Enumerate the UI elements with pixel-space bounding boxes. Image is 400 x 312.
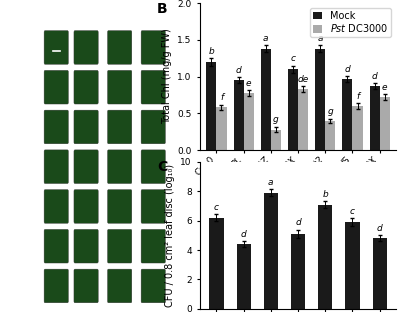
Text: a: a [318,34,323,43]
Bar [325,121,335,150]
Text: d: d [344,65,350,74]
Text: Mock: Mock [112,5,127,20]
Bar [288,69,298,150]
FancyBboxPatch shape [141,71,165,104]
Bar [345,222,360,309]
FancyBboxPatch shape [108,31,132,64]
Text: g: g [273,115,279,124]
FancyBboxPatch shape [44,110,68,144]
Bar [264,193,278,309]
FancyBboxPatch shape [141,150,165,183]
Text: a: a [268,178,274,187]
Bar [244,93,254,150]
Text: g: g [328,107,333,116]
Text: BL: BL [20,84,28,90]
Bar [298,89,308,150]
Text: b: b [322,190,328,199]
Text: e: e [382,83,388,92]
Y-axis label: Total Chl (mg/g FW): Total Chl (mg/g FW) [162,29,172,124]
Bar [216,108,226,150]
Bar [370,86,380,150]
Legend: Mock, $\it{Pst}$ DC3000: Mock, $\it{Pst}$ DC3000 [310,8,391,37]
Text: Pst DC3000 5dpi: Pst DC3000 5dpi [133,0,174,20]
Text: DET2OX: DET2OX [0,283,28,289]
Bar [315,49,325,150]
FancyBboxPatch shape [44,31,68,64]
Text: c: c [350,207,355,216]
FancyBboxPatch shape [141,269,165,303]
Text: Pst DC3000 3dpi: Pst DC3000 3dpi [66,0,106,20]
Text: c: c [214,203,219,212]
FancyBboxPatch shape [74,269,98,303]
Bar [271,129,281,150]
FancyBboxPatch shape [141,190,165,223]
Text: d: d [236,66,242,75]
Bar [318,204,332,309]
FancyBboxPatch shape [108,150,132,183]
Text: C: C [157,160,167,174]
FancyBboxPatch shape [74,31,98,64]
Bar [380,97,390,150]
Text: d: d [241,230,246,239]
Bar [352,106,362,150]
FancyBboxPatch shape [74,71,98,104]
Bar [261,49,271,150]
Text: WS: WS [17,243,28,249]
FancyBboxPatch shape [44,229,68,263]
FancyBboxPatch shape [108,229,132,263]
Text: Mock: Mock [49,5,64,20]
Bar [209,218,224,309]
Text: d: d [377,224,382,233]
Bar [236,244,251,309]
FancyBboxPatch shape [74,229,98,263]
Bar [206,62,216,150]
Bar [373,238,387,309]
Text: B: B [157,2,168,16]
Text: e: e [246,79,252,88]
Text: de: de [298,75,309,84]
Bar [291,234,305,309]
Text: A: A [6,6,17,20]
FancyBboxPatch shape [44,150,68,183]
Text: a: a [263,34,268,43]
FancyBboxPatch shape [108,71,132,104]
FancyBboxPatch shape [74,150,98,183]
Text: d: d [372,72,378,81]
Text: f: f [220,93,223,102]
Y-axis label: CFU / 0.8 cm² leaf disc (log₁₀): CFU / 0.8 cm² leaf disc (log₁₀) [165,164,175,307]
Text: c: c [290,54,296,63]
FancyBboxPatch shape [108,269,132,303]
FancyBboxPatch shape [141,110,165,144]
Text: BRZ: BRZ [14,124,28,130]
Text: DWF4OX: DWF4OX [0,164,28,170]
FancyBboxPatch shape [44,269,68,303]
FancyBboxPatch shape [74,190,98,223]
Text: det2: det2 [12,203,28,209]
FancyBboxPatch shape [108,110,132,144]
FancyBboxPatch shape [44,71,68,104]
FancyBboxPatch shape [141,229,165,263]
Bar [234,80,244,150]
Text: b: b [208,47,214,56]
FancyBboxPatch shape [108,190,132,223]
FancyBboxPatch shape [74,110,98,144]
Text: Col-0: Col-0 [10,44,28,51]
FancyBboxPatch shape [141,31,165,64]
Bar [342,79,352,150]
FancyBboxPatch shape [44,190,68,223]
Text: f: f [356,92,359,101]
Text: d: d [295,218,301,227]
